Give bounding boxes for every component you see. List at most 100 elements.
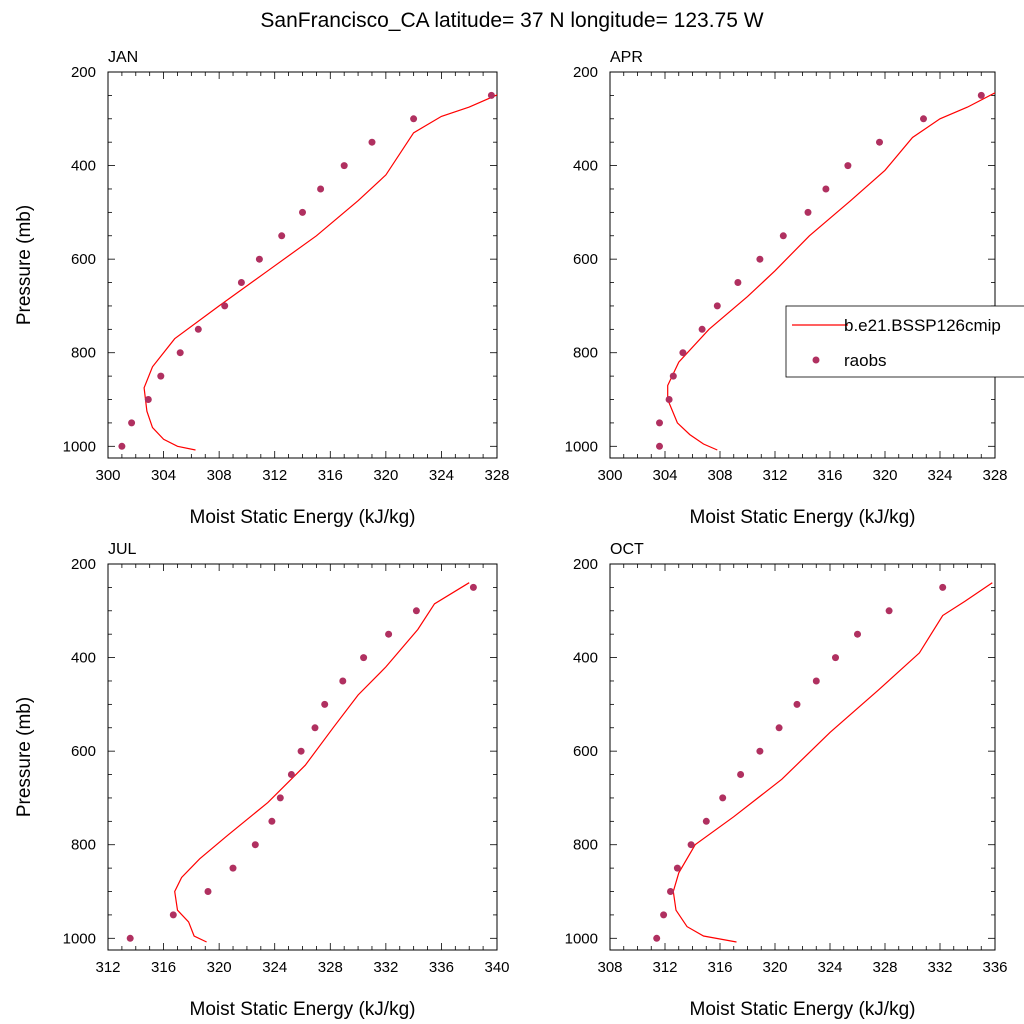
raobs-point — [939, 583, 947, 591]
legend-label-model: b.e21.BSSP126cmip — [844, 316, 1001, 335]
y-tick-label: 1000 — [63, 438, 96, 455]
raobs-point — [251, 841, 259, 849]
x-tick-label: 328 — [872, 959, 897, 976]
x-tick-label: 312 — [262, 467, 287, 484]
x-tick-label: 324 — [927, 467, 952, 484]
x-tick-label: 336 — [982, 959, 1007, 976]
series-line-model — [143, 94, 497, 451]
x-tick-label: 304 — [151, 467, 176, 484]
raobs-point — [340, 162, 348, 170]
y-tick-label: 600 — [71, 251, 96, 268]
y-tick-label: 600 — [573, 743, 598, 760]
raobs-point — [237, 279, 245, 286]
raobs-point — [876, 138, 883, 146]
y-tick-label: 200 — [71, 556, 96, 573]
x-tick-label: 312 — [762, 467, 787, 484]
x-tick-label: 324 — [817, 959, 842, 976]
raobs-point — [118, 442, 126, 450]
raobs-point — [854, 630, 861, 638]
raobs-point — [653, 934, 661, 942]
raobs-point — [385, 630, 393, 638]
legend-marker-swatch — [812, 356, 820, 364]
raobs-point — [287, 771, 295, 778]
x-tick-label: 316 — [817, 467, 842, 484]
raobs-point — [698, 325, 706, 333]
legend-label-raobs: raobs — [844, 351, 887, 370]
raobs-point — [737, 771, 745, 778]
panel-label: OCT — [610, 541, 644, 558]
raobs-point — [660, 911, 668, 919]
raobs-point — [756, 255, 764, 263]
raobs-point — [920, 115, 927, 123]
x-tick-label: 340 — [484, 959, 509, 976]
x-tick-label: 308 — [207, 467, 232, 484]
y-tick-label: 1000 — [63, 930, 96, 947]
raobs-point — [339, 677, 347, 685]
x-tick-label: 332 — [927, 959, 952, 976]
y-tick-label: 400 — [71, 158, 96, 175]
legend: b.e21.BSSP126cmip raobs — [785, 305, 1024, 378]
raobs-point — [779, 232, 787, 240]
panel-label: JAN — [108, 49, 138, 66]
x-tick-label: 316 — [318, 467, 343, 484]
raobs-point — [221, 302, 229, 310]
raobs-point — [204, 888, 212, 895]
x-axis-label: Moist Static Energy (kJ/kg) — [690, 507, 916, 528]
legend-box — [785, 305, 1024, 378]
y-tick-label: 400 — [71, 650, 96, 667]
raobs-point — [756, 747, 764, 755]
y-tick-label: 400 — [573, 158, 598, 175]
panel-jan: 300 304 308 312 316 320 324 328 200 400 600 800 1000… — [14, 49, 510, 528]
x-tick-label: 328 — [982, 467, 1007, 484]
y-axis-label: Pressure (mb) — [14, 697, 35, 817]
raobs-point — [321, 700, 329, 708]
raobs-point — [656, 419, 663, 427]
raobs-point — [157, 372, 165, 380]
raobs-point — [775, 724, 783, 732]
x-tick-label: 332 — [373, 959, 398, 976]
raobs-point — [276, 794, 284, 802]
panel-label: APR — [610, 49, 643, 66]
panel-apr: 300 304 308 312 316 320 324 328 200 400 600 800 1000… — [565, 49, 1008, 528]
x-axis-label: Moist Static Energy (kJ/kg) — [190, 999, 416, 1020]
x-axis-label: Moist Static Energy (kJ/kg) — [690, 999, 916, 1020]
x-axis-label: Moist Static Energy (kJ/kg) — [190, 507, 416, 528]
raobs-point — [669, 372, 677, 380]
y-tick-label: 800 — [573, 345, 598, 362]
x-tick-label: 312 — [652, 959, 677, 976]
x-tick-label: 300 — [597, 467, 622, 484]
x-tick-label: 320 — [762, 959, 787, 976]
raobs-point — [679, 349, 687, 357]
raobs-point — [194, 325, 202, 333]
raobs-point — [368, 138, 376, 146]
raobs-point — [687, 841, 695, 849]
raobs-point — [656, 442, 663, 450]
raobs-point — [702, 817, 710, 825]
raobs-point — [719, 794, 727, 802]
raobs-point — [804, 208, 812, 216]
y-axis-label: Pressure (mb) — [14, 205, 35, 325]
x-tick-label: 320 — [373, 467, 398, 484]
x-tick-label: 308 — [707, 467, 732, 484]
y-tick-label: 600 — [71, 743, 96, 760]
raobs-point — [469, 583, 477, 591]
y-tick-label: 800 — [71, 837, 96, 854]
raobs-point — [360, 654, 368, 662]
raobs-point — [176, 349, 184, 357]
raobs-point — [410, 115, 418, 123]
y-tick-label: 400 — [573, 650, 598, 667]
raobs-point — [268, 817, 276, 825]
raobs-point — [169, 911, 177, 919]
x-tick-label: 320 — [872, 467, 897, 484]
raobs-point — [822, 185, 830, 193]
raobs-point — [734, 279, 742, 286]
y-tick-label: 200 — [71, 64, 96, 81]
y-tick-label: 200 — [573, 64, 598, 81]
y-tick-label: 600 — [573, 251, 598, 268]
raobs-point — [299, 208, 306, 216]
raobs-point — [297, 747, 305, 755]
raobs-point — [832, 654, 839, 662]
x-tick-label: 300 — [95, 467, 120, 484]
panel-oct: 308 312 316 320 324 328 332 336 200 400 600 800 1000… — [565, 541, 1008, 1020]
